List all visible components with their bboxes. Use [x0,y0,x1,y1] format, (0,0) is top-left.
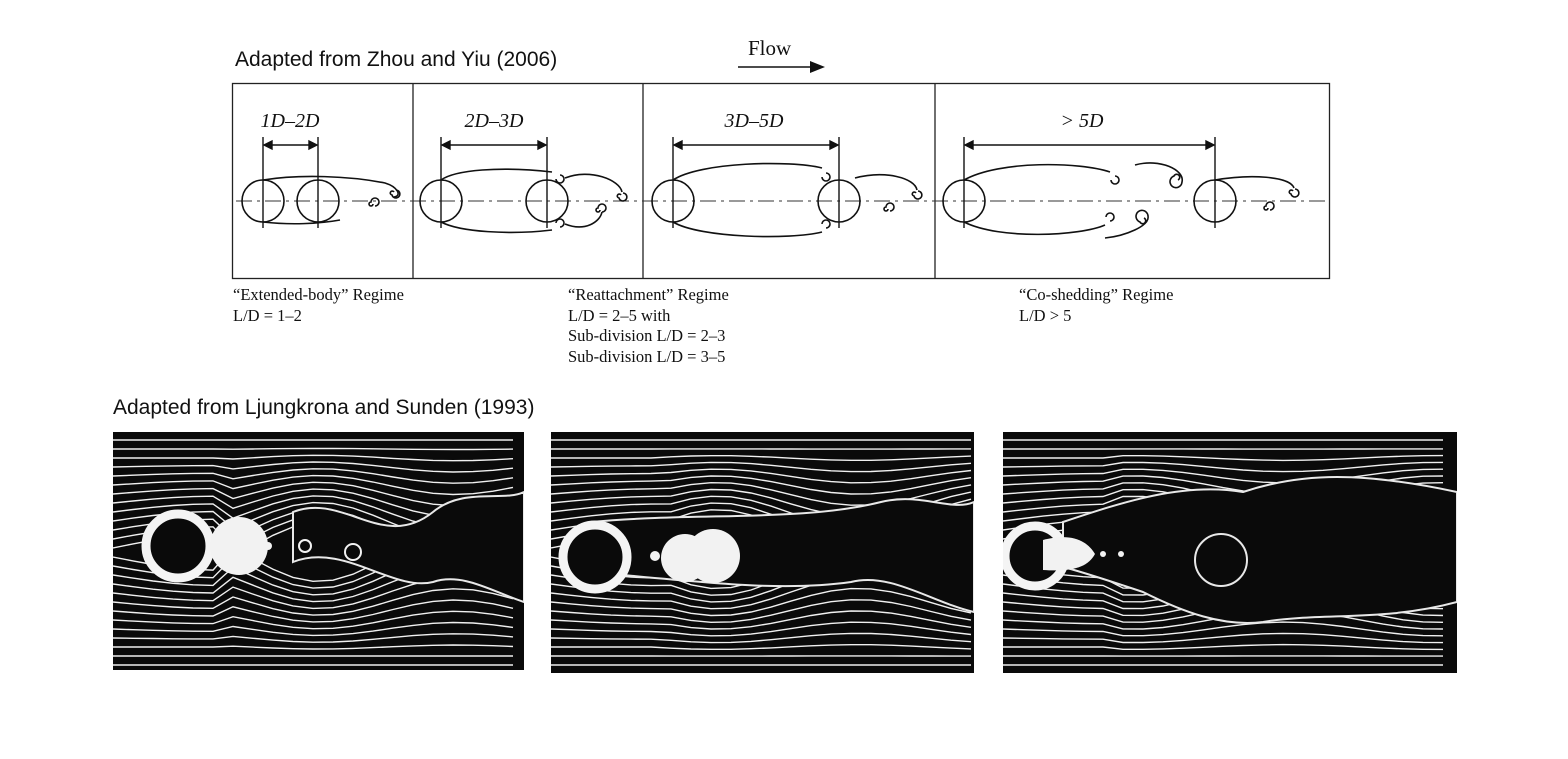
regime-reattachment: “Reattachment” Regime L/D = 2–5 with Sub… [568,285,729,367]
vortex-icon [1134,162,1183,189]
streamline [113,621,514,637]
streamline [1003,643,1444,651]
regime-line: L/D > 5 [1019,305,1072,325]
spacing-label-3: 3D–5D [724,110,784,132]
streamline [551,455,972,461]
shear-layer [1214,175,1295,189]
downstream-cylinder [525,179,569,223]
shear-layer [440,221,553,234]
flow-arrow-icon [738,61,825,73]
shear-layer [672,221,823,238]
vortex-icon [1263,201,1275,211]
regime-co-shedding: “Co-shedding” Regime L/D > 5 [1019,285,1173,326]
regime-line: L/D = 1–2 [233,305,302,325]
streamline [551,461,972,473]
streamline [551,468,972,484]
shear-layer [262,175,399,198]
flow-label: Flow [748,36,792,60]
vortex-icon [389,189,401,199]
flow-photo-co-shedding [1003,432,1457,673]
streamline [113,599,514,623]
vortex-icon [555,174,565,184]
vortex-icon [883,202,895,212]
regime-title: “Reattachment” Regime [568,285,729,304]
streamline [113,447,514,451]
streamline [551,632,972,644]
vortex-icon [555,218,565,228]
shear-layer [564,211,603,228]
streamline [113,461,514,473]
vortex-icon [616,192,628,202]
shear-layer [963,221,1106,236]
downstream-cylinder [817,179,861,223]
vortex-icon [911,190,923,200]
shear-layer [440,168,553,181]
schematic-frame [231,82,1331,280]
streamline [551,475,972,495]
streamline [1003,632,1444,644]
streamline [113,468,514,484]
vortex-icon [1110,175,1120,185]
regime-title: “Co-shedding” Regime [1019,285,1174,304]
vortex-icon [1105,212,1115,222]
streamline [113,474,514,496]
spacing-label-2: 2D–3D [465,110,524,132]
dimension-arrows [262,137,1216,228]
vortex-icon [821,219,831,229]
streamline [113,588,514,616]
streamline [113,610,514,630]
regime-extended-body: “Extended-body” Regime L/D = 1–2 [233,285,404,326]
caption-ljungkrona-sunden: Adapted from Ljungkrona and Sunden (1993… [113,396,535,419]
vortex-icon [368,197,380,207]
shear-layer [963,163,1111,181]
flow-photo-reattachment [551,432,974,673]
shear-layer [672,162,823,181]
streamline [113,454,514,462]
spacing-label-1: 1D–2D [261,110,320,132]
vortex-icon [821,172,831,182]
shear-layer [262,219,341,225]
vortex-icon [1104,209,1149,239]
shear-layer [564,173,623,193]
regime-line: Sub-division L/D = 2–3 [568,326,726,345]
streamline [113,644,514,650]
streamline [1003,621,1444,637]
streamline [551,599,972,624]
streamline [551,610,972,630]
regime-title: “Extended-body” Regime [233,285,404,304]
vortex-icon [595,203,607,213]
shear-layer [854,174,918,191]
regime-line: Sub-division L/D = 3–5 [568,346,726,366]
streamline [1003,454,1444,462]
streamline [113,633,514,643]
streamline [551,587,972,617]
streamline [1003,468,1444,484]
streamline [551,621,972,637]
streamline [551,644,972,650]
vortex-icon [1288,188,1300,198]
regime-line: L/D = 2–5 with [568,305,671,325]
flow-photo-extended-body [113,432,524,670]
spacing-label-4: > 5D [1061,110,1104,132]
caption-zhou-yiu: Adapted from Zhou and Yiu (2006) [235,48,558,71]
streamline [1003,461,1444,473]
downstream-cylinder [296,179,340,223]
